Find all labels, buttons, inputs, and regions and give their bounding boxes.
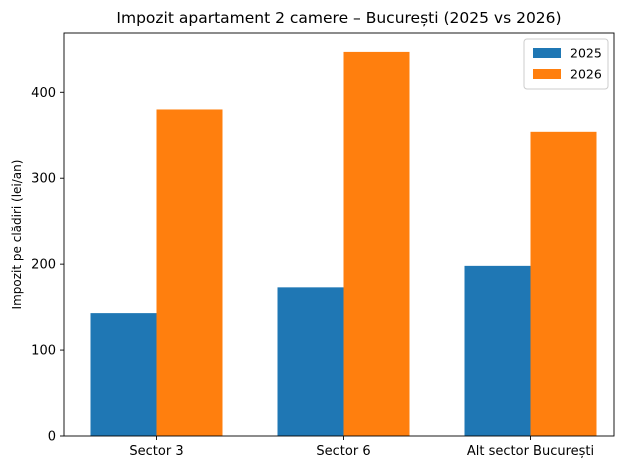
y-tick-label: 100 bbox=[31, 344, 56, 359]
y-tick-label: 400 bbox=[31, 86, 56, 101]
bar-2026-alt-sector-bucure-ti bbox=[530, 131, 597, 436]
legend-label-2025: 2025 bbox=[570, 46, 602, 61]
x-tick-label: Sector 6 bbox=[316, 444, 370, 459]
bar-2026-sector-3 bbox=[156, 109, 223, 437]
bar-2025-sector-6 bbox=[277, 287, 344, 436]
legend-swatch-2026 bbox=[533, 69, 561, 79]
legend-swatch-2025 bbox=[533, 48, 561, 58]
y-tick-label: 200 bbox=[31, 258, 56, 273]
bar-2025-sector-3 bbox=[90, 313, 157, 436]
bar-2025-alt-sector-bucure-ti bbox=[464, 265, 531, 436]
bar-2026-sector-6 bbox=[343, 51, 410, 436]
chart-title: Impozit apartament 2 camere – București … bbox=[116, 9, 561, 27]
x-tick-label: Alt sector București bbox=[467, 444, 594, 459]
y-tick-label: 0 bbox=[48, 430, 56, 445]
plot-frame bbox=[63, 32, 615, 437]
plot-area: 0 100 200 300 400 Sector 3 Sector 6 Alt sector … bbox=[31, 32, 615, 459]
y-tick-label: 300 bbox=[31, 172, 56, 187]
y-axis-title: Impozit pe clădiri (lei/an) bbox=[10, 160, 24, 310]
x-tick-label: Sector 3 bbox=[129, 444, 183, 459]
legend-label-2026: 2026 bbox=[570, 67, 602, 82]
